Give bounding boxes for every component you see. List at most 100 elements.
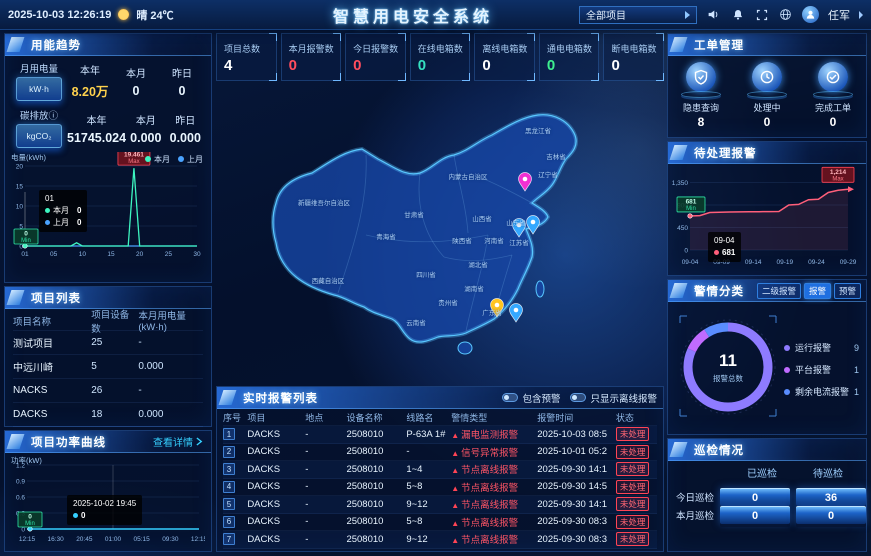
avatar[interactable] (802, 6, 819, 23)
alarm-table: 序号 项目 地点 设备名称 线路名 警情类型 报警时间 状态 1 DACKS -25… (217, 409, 663, 550)
legend-count: 1 (854, 364, 860, 375)
globe-icon[interactable] (778, 7, 793, 22)
svg-text:0: 0 (28, 514, 32, 521)
table-cell: 0.000 (138, 409, 164, 420)
table-row[interactable]: 4 DACKS -2508010 5~8 ▲ 节点离线报警 2025-09-30 14:5 未… (223, 479, 657, 496)
status-badge: 未处理 (615, 444, 650, 459)
legend-row[interactable]: 平台报警 1 9.09% (784, 363, 871, 376)
table-cell: - (305, 463, 309, 475)
energy-trend-chart[interactable]: 0 5 10 15 20 01 05 10 15 20 25 30 0 Min 19.461 Max 本月 上月电… (5, 149, 211, 275)
inspection-cell: 0 (720, 488, 791, 506)
table-row[interactable]: 1 DACKS -2508010 P-63A 1# ▲ 漏电监测报警 2025-10-03 … (223, 426, 657, 444)
svg-text:09-14: 09-14 (745, 259, 762, 266)
project-select[interactable]: 全部项目 (579, 5, 697, 24)
table-cell: DACKS (247, 428, 281, 440)
legend-item[interactable]: 本月 (145, 154, 170, 165)
col-header: 警情类型 (451, 413, 488, 423)
table-row[interactable]: 测试项目 25 - (13, 331, 203, 355)
panel-title: 项目列表 (31, 292, 81, 305)
table-row[interactable]: DACKS 18 0.000 (13, 403, 203, 427)
table-row[interactable]: 6 DACKS -2508010 5~8 ▲ 节点离线报警 2025-09-30 08:3 未… (223, 514, 657, 531)
work-order-item[interactable]: 隐患查询 8 (681, 62, 721, 129)
work-order-item[interactable]: 处理中 0 (747, 62, 787, 129)
alarm-type-text: 节点离线报警 (461, 535, 519, 547)
svg-text:Min: Min (686, 206, 696, 212)
alarm-table-header: 序号 项目 地点 设备名称 线路名 警情类型 报警时间 状态 (223, 410, 657, 426)
province-label: 河南省 (484, 238, 504, 245)
map-pin-icon[interactable] (509, 303, 523, 323)
table-row[interactable]: NACKS 26 - (13, 379, 203, 403)
table-cell: 中远川崎 (13, 363, 53, 374)
table-cell: 2025-09-30 14:1 (537, 498, 607, 510)
table-cell: 25 (91, 337, 103, 348)
province-label: 云南省 (406, 320, 426, 327)
inspection-value-box: 0 (720, 506, 791, 524)
legend-name: 运行报警 (795, 343, 832, 353)
legend-percent: 9.09% (864, 386, 871, 397)
col-header: 待巡检 (813, 469, 843, 480)
svg-text:09-09: 09-09 (713, 259, 730, 266)
fullscreen-icon[interactable] (754, 7, 769, 22)
bell-icon[interactable] (730, 7, 745, 22)
province-label: 辽宁省 (538, 172, 558, 179)
filter-offline-only[interactable]: 只显示离线报警 (570, 391, 657, 405)
work-order-item[interactable]: 完成工单 0 (813, 62, 853, 129)
category-filter-button[interactable]: 二级报警 (756, 282, 801, 299)
work-order-value: 0 (763, 115, 771, 129)
alarm-type-text: 节点离线报警 (461, 482, 519, 494)
status-cell: 未处理 (615, 444, 657, 459)
legend-label: 本月 (154, 155, 170, 164)
map-pin-icon[interactable] (490, 298, 504, 318)
view-details-link[interactable]: 查看详情 (153, 434, 203, 449)
province-label: 西藏自治区 (311, 278, 345, 285)
table-row[interactable]: 5 DACKS -2508010 9~12 ▲ 节点离线报警 2025-09-30 14:1… (223, 496, 657, 514)
col-value: 0.000 (130, 130, 162, 145)
col-header: 线路名 (406, 413, 434, 423)
user-menu-caret-icon[interactable] (859, 10, 863, 19)
tooltip-value: 0 (77, 206, 82, 215)
legend-percent: 81.82% (864, 342, 871, 353)
table-cell: - (406, 446, 410, 458)
table-cell: 18 (91, 409, 103, 420)
metric-unit: kW·h (29, 84, 49, 94)
map-pin-icon[interactable] (512, 218, 526, 238)
alarm-type-text: 信号异常报警 (461, 447, 519, 459)
inspection-cell: 0 (720, 506, 791, 524)
map-pin-icon[interactable] (526, 215, 540, 235)
table-cell: 2025-09-30 14:5 (537, 481, 607, 493)
panel-header: 项目列表 (5, 287, 211, 309)
check-icon (818, 62, 848, 92)
user-name[interactable]: 任军 (828, 9, 850, 22)
power-curve-chart[interactable]: 00.30.60.91.212:1516:3020:4501:0005:1509… (5, 455, 211, 556)
table-row[interactable]: 中远川崎 5 0.000 (13, 355, 203, 379)
table-row[interactable]: 3 DACKS -2508010 1~4 ▲ 节点离线报警 2025-09-30 14:1 未… (223, 461, 657, 479)
volume-icon[interactable] (706, 7, 721, 22)
alarm-donut-chart[interactable]: 11 报警总数 (672, 308, 784, 431)
stat-card: 离线电箱数 0 (474, 33, 535, 81)
panel-header: 巡检情况 (668, 439, 866, 461)
category-filter-button[interactable]: 报警 (803, 282, 831, 299)
table-row[interactable]: 2 DACKS -2508010- ▲ 信号异常报警 2025-10-01 05:2 未处理 (223, 444, 657, 461)
legend-row[interactable]: 运行报警 9 81.82% (784, 341, 871, 354)
table-cell: - (305, 446, 309, 458)
svg-text:1,350: 1,350 (672, 180, 689, 187)
tooltip-name: 上月 (53, 218, 69, 227)
alarm-type-cell: ▲ 节点离线报警 (451, 515, 537, 529)
province-label: 湖南省 (464, 286, 484, 293)
category-filter-button[interactable]: 预警 (833, 282, 861, 299)
index-badge: 6 (223, 515, 235, 528)
pending-alarm-chart[interactable]: 04509001,35009-0409-0909-1409-1909-2409-… (668, 166, 866, 283)
map-pin-icon[interactable] (518, 172, 532, 192)
table-cell: 5 (91, 361, 97, 372)
china-map[interactable]: 新疆维吾尔自治区 西藏自治区 青海省 甘肃省 内蒙古自治区 黑龙江省 吉林省 辽宁省 山东省 江苏… (216, 84, 668, 384)
col-header: 本月用电量(kW·h) (138, 311, 186, 333)
tooltip-dot (73, 513, 78, 518)
filter-include-warning[interactable]: 包含预警 (502, 391, 560, 405)
table-row[interactable]: 7 DACKS -2508010 9~12 ▲ 节点离线报警 2025-09-30 08:3… (223, 531, 657, 549)
legend-item[interactable]: 上月 (178, 154, 203, 165)
metric-label: 碳排放ⓘ (19, 111, 58, 122)
col-header: 地点 (305, 413, 324, 423)
legend-row[interactable]: 剩余电流报警 1 9.09% (784, 385, 871, 398)
stat-label: 今日报警数 (353, 43, 399, 54)
